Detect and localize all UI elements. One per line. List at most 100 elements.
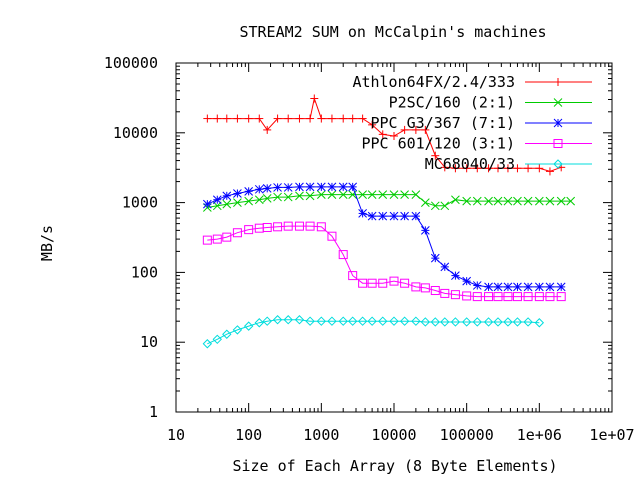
data-point (284, 114, 293, 123)
plot-area: 10 100 1000 10000 100000 1e+06 1e+07 1 10 100 1000… (104, 54, 635, 444)
data-point (411, 211, 421, 221)
legend-entry: PPC G3/367 (7:1) (371, 114, 592, 132)
data-point (462, 276, 472, 286)
data-point (358, 209, 367, 218)
data-point (283, 192, 293, 202)
data-point (338, 250, 348, 260)
data-point (254, 184, 264, 194)
series-line (207, 194, 571, 208)
y-tick-label: 1 (149, 403, 158, 421)
data-point (348, 114, 357, 123)
x-tick-label: 100 (235, 426, 262, 444)
data-point (262, 183, 272, 193)
data-point (295, 114, 304, 123)
data-point (378, 316, 388, 326)
data-point (440, 288, 450, 298)
data-point (503, 317, 513, 327)
data-point (244, 114, 253, 123)
data-point (524, 164, 533, 173)
data-point (420, 283, 430, 293)
data-point (295, 182, 304, 192)
data-point (411, 125, 420, 134)
data-point (399, 316, 410, 326)
data-point (493, 196, 503, 206)
data-point (400, 211, 409, 221)
series-line (207, 225, 562, 298)
data-point (338, 190, 348, 200)
data-point (556, 196, 566, 206)
data-point (368, 120, 377, 129)
data-point (233, 114, 242, 123)
data-point (512, 317, 523, 327)
data-point (358, 190, 367, 200)
data-point (378, 130, 387, 139)
data-point (262, 194, 272, 203)
legend-entry: MC68040/33 (425, 155, 592, 173)
x-tick-label: 10 (167, 426, 185, 444)
data-point (440, 317, 450, 327)
data-point (273, 222, 283, 232)
data-point (222, 191, 232, 201)
legend-entry: Athlon64FX/2.4/333 (352, 73, 592, 91)
data-point (283, 221, 293, 231)
data-point (273, 183, 282, 192)
data-point (493, 282, 503, 292)
legend: Athlon64FX/2.4/333 P2SC/160 (2:1) PPC G3/3… (352, 73, 592, 173)
data-point (233, 189, 242, 198)
data-point (378, 278, 388, 288)
data-point (327, 190, 337, 200)
data-point (503, 196, 513, 206)
data-point (420, 226, 430, 235)
data-point (462, 291, 472, 301)
legend-label: Athlon64FX/2.4/333 (352, 73, 515, 91)
data-point (472, 317, 482, 327)
legend-marker (553, 118, 563, 128)
data-point (243, 321, 254, 331)
legend-marker (553, 139, 563, 148)
data-point (273, 192, 282, 202)
x-tick-label: 10000 (371, 426, 416, 444)
data-point (545, 292, 555, 302)
data-point (400, 278, 410, 288)
x-tick-label: 1000 (303, 426, 339, 444)
data-point (503, 292, 513, 302)
legend-label: PPC 601/120 (3:1) (361, 135, 515, 153)
x-tick-label: 1e+06 (517, 426, 562, 444)
data-point (316, 222, 326, 232)
data-point (348, 271, 358, 281)
series-3 (202, 221, 566, 302)
data-point (327, 182, 337, 192)
data-point (202, 235, 212, 245)
data-point (513, 164, 522, 173)
data-point (310, 94, 319, 103)
data-point (202, 339, 213, 349)
data-point (347, 316, 358, 326)
data-point (317, 114, 326, 123)
data-point (389, 190, 399, 200)
y-axis-label: MB/s (38, 225, 56, 261)
data-point (305, 182, 315, 192)
data-point (358, 114, 367, 123)
data-point (534, 292, 544, 302)
data-point (450, 317, 461, 327)
data-point (305, 316, 315, 326)
series-0 (203, 94, 566, 176)
y-tick-label: 100 (131, 263, 158, 281)
data-point (367, 278, 377, 288)
data-point (306, 114, 315, 123)
data-point (451, 271, 460, 280)
data-point (222, 329, 232, 339)
data-point (316, 190, 326, 200)
legend-entry: P2SC/160 (2:1) (389, 94, 592, 112)
chart-title: STREAM2 SUM on McCalpin's machines (239, 23, 546, 41)
data-point (430, 201, 440, 211)
data-point (212, 201, 222, 211)
data-point (534, 196, 544, 206)
data-point (244, 196, 254, 206)
data-point (327, 114, 336, 123)
data-point (421, 125, 430, 134)
data-point (294, 315, 305, 325)
data-point (316, 182, 326, 192)
data-point (348, 190, 358, 200)
